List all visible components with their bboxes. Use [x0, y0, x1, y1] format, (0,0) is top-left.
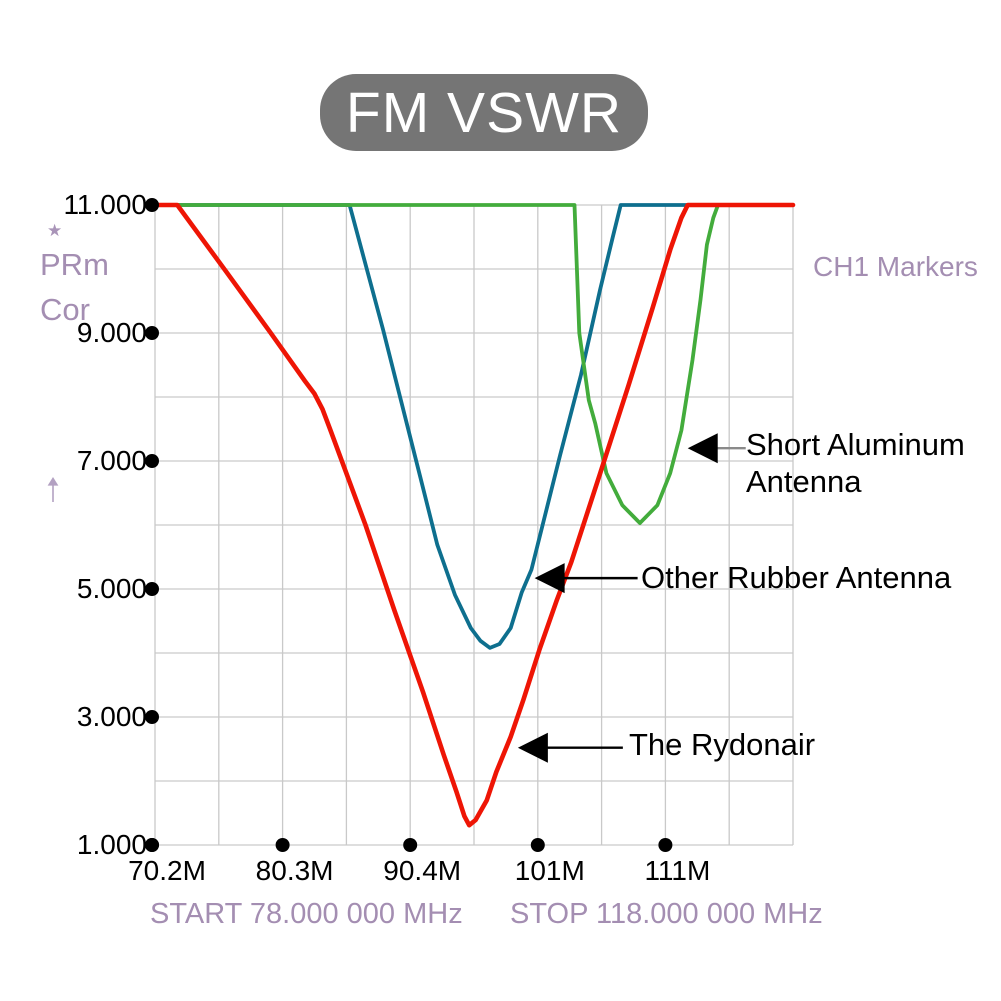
start-frequency-label: START 78.000 000 MHz — [150, 898, 463, 930]
ch1-markers-label: CH1 Markers — [813, 251, 978, 282]
annotation-short-aluminum-antenna: Short Aluminum Antenna — [746, 427, 965, 499]
y-tick-label: 1.000 — [76, 829, 147, 860]
x-marker-label: 111M — [644, 855, 711, 886]
y-tick-label: 9.000 — [76, 317, 147, 348]
up-arrow-icon — [47, 477, 59, 502]
prm-trace-label: PRm — [40, 247, 109, 282]
title-badge: FM VSWR — [320, 74, 648, 151]
y-tick-label: 5.000 — [76, 573, 147, 604]
star-icon: ★ — [47, 221, 63, 240]
y-tick-label: 3.000 — [76, 701, 147, 732]
x-marker-label: 80.3M — [255, 855, 334, 886]
annotation-other-rubber-antenna: Other Rubber Antenna — [641, 560, 952, 595]
x-marker-label: 70.2M — [128, 855, 206, 886]
title-text: FM VSWR — [345, 80, 623, 145]
annotation-the-rydonair: The Rydonair — [629, 727, 816, 762]
x-marker-label: 101M — [514, 855, 585, 886]
stop-frequency-label: STOP 118.000 000 MHz — [510, 898, 823, 930]
y-tick-label: 11.000 — [63, 189, 147, 220]
cor-correction-label: Cor — [40, 292, 90, 327]
y-tick-label: 7.000 — [76, 445, 147, 476]
x-marker-label: 90.4M — [383, 855, 462, 886]
